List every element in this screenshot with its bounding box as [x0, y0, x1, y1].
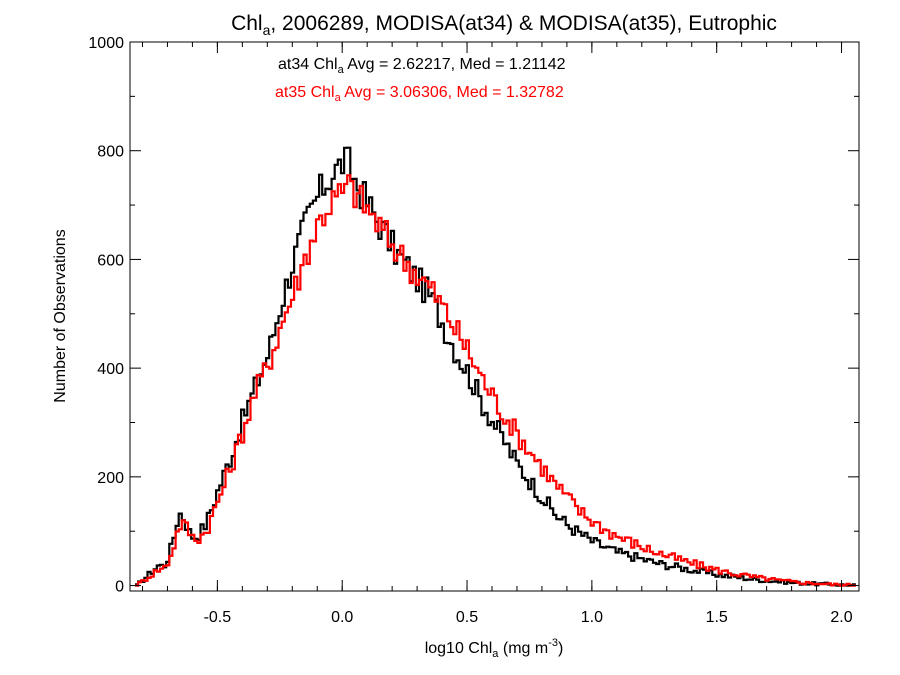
x-tick-label: 0.5 [456, 609, 478, 626]
series-layer [135, 146, 856, 587]
y-tick-label: 0 [115, 579, 124, 596]
chart-title: Chla, 2006289, MODISA(at34) & MODISA(at3… [231, 12, 777, 38]
x-tick-label: 1.0 [581, 609, 603, 626]
plot-frame [129, 41, 860, 592]
x-tick-label: 0.0 [331, 609, 353, 626]
y-axis-label: Number of Observations [52, 229, 69, 402]
y-tick-label: 200 [97, 470, 124, 487]
x-axis-label: log10 Chla (mg m-3) [425, 637, 564, 660]
annotation-at34: at34 Chla Avg = 2.62217, Med = 1.21142 [278, 56, 566, 76]
x-tick-label: -0.5 [204, 609, 232, 626]
y-tick-label: 800 [97, 144, 124, 161]
y-tick-label: 400 [97, 361, 124, 378]
annotation-at35: at35 Chla Avg = 3.06306, Med = 1.32782 [275, 84, 564, 104]
y-tick-label: 1000 [88, 35, 124, 52]
tick-layer: -0.5 0.0 0.5 1.0 1.5 2.0 0 200 400 600 800 1000 [88, 35, 859, 626]
x-tick-label: 2.0 [830, 609, 852, 626]
x-tick-label: 1.5 [706, 609, 728, 626]
series-line-at35 [135, 174, 856, 587]
y-tick-label: 600 [97, 252, 124, 269]
